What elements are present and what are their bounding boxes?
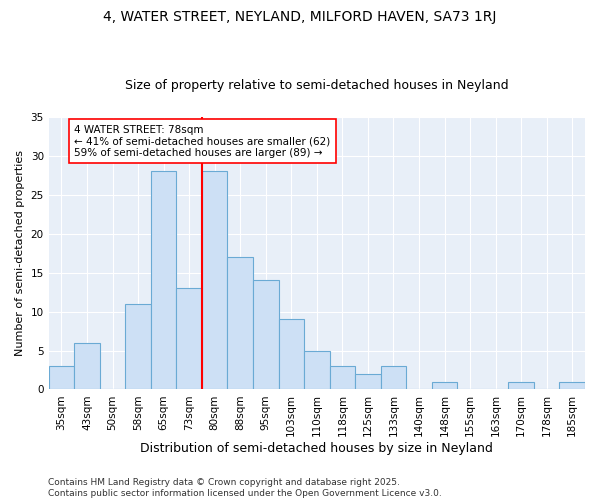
Bar xyxy=(278,320,304,390)
Bar xyxy=(227,257,253,390)
Bar xyxy=(380,366,406,390)
Bar xyxy=(125,304,151,390)
Bar xyxy=(151,172,176,390)
Bar xyxy=(559,382,585,390)
Bar xyxy=(253,280,278,390)
Bar xyxy=(304,350,329,390)
Y-axis label: Number of semi-detached properties: Number of semi-detached properties xyxy=(15,150,25,356)
X-axis label: Distribution of semi-detached houses by size in Neyland: Distribution of semi-detached houses by … xyxy=(140,442,493,455)
Bar xyxy=(202,172,227,390)
Bar xyxy=(49,366,74,390)
Title: Size of property relative to semi-detached houses in Neyland: Size of property relative to semi-detach… xyxy=(125,79,509,92)
Bar xyxy=(74,342,100,390)
Text: Contains HM Land Registry data © Crown copyright and database right 2025.
Contai: Contains HM Land Registry data © Crown c… xyxy=(48,478,442,498)
Bar xyxy=(329,366,355,390)
Bar xyxy=(432,382,457,390)
Bar xyxy=(355,374,380,390)
Text: 4 WATER STREET: 78sqm
← 41% of semi-detached houses are smaller (62)
59% of semi: 4 WATER STREET: 78sqm ← 41% of semi-deta… xyxy=(74,124,331,158)
Text: 4, WATER STREET, NEYLAND, MILFORD HAVEN, SA73 1RJ: 4, WATER STREET, NEYLAND, MILFORD HAVEN,… xyxy=(103,10,497,24)
Bar xyxy=(176,288,202,390)
Bar xyxy=(508,382,534,390)
